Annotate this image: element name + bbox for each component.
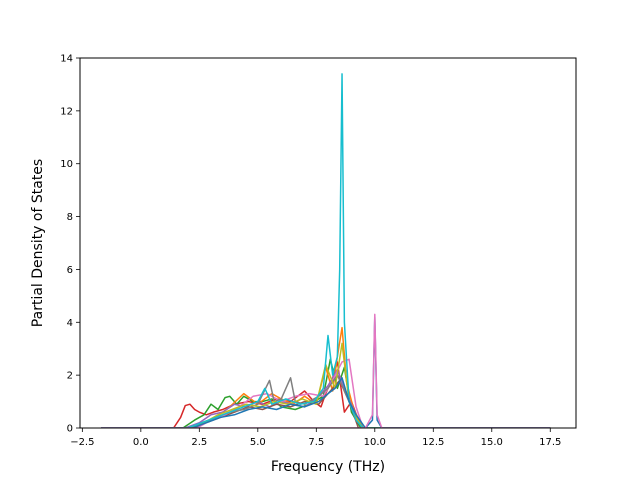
y-axis-ticks: 0 2 4 6 8 10 12 14 <box>60 54 80 435</box>
x-tick-label: 15.0 <box>481 437 503 448</box>
y-tick-label: 0 <box>67 424 73 435</box>
series-line-3 <box>101 369 551 428</box>
x-axis-ticks: −2.5 0.0 2.5 5.0 7.5 10.0 12.5 15.0 17.5 <box>70 428 561 448</box>
series-layer <box>101 73 551 428</box>
x-tick-label: −2.5 <box>70 437 94 448</box>
plot-frame <box>79 57 577 429</box>
y-tick-label: 12 <box>60 106 73 117</box>
x-tick-label: 10.0 <box>364 437 386 448</box>
y-axis-label: Partial Density of States <box>30 159 46 327</box>
x-tick-label: 0.0 <box>133 437 149 448</box>
x-tick-label: 5.0 <box>250 437 266 448</box>
y-tick-label: 10 <box>60 159 73 170</box>
series-line-10 <box>101 313 551 428</box>
series-line-9 <box>101 316 551 428</box>
y-tick-label: 2 <box>67 371 73 382</box>
y-tick-label: 6 <box>67 265 73 276</box>
series-line-5 <box>101 358 551 428</box>
series-line-0 <box>101 361 551 428</box>
series-line-2 <box>101 326 551 428</box>
x-axis-label: Frequency (THz) <box>271 459 385 475</box>
y-tick-label: 4 <box>67 318 73 329</box>
x-tick-label: 12.5 <box>422 437 444 448</box>
y-tick-label: 8 <box>67 212 73 223</box>
x-tick-label: 17.5 <box>539 437 561 448</box>
x-tick-label: 7.5 <box>308 437 324 448</box>
x-tick-label: 2.5 <box>191 437 207 448</box>
y-tick-label: 14 <box>60 54 73 65</box>
series-line-8 <box>101 73 551 428</box>
